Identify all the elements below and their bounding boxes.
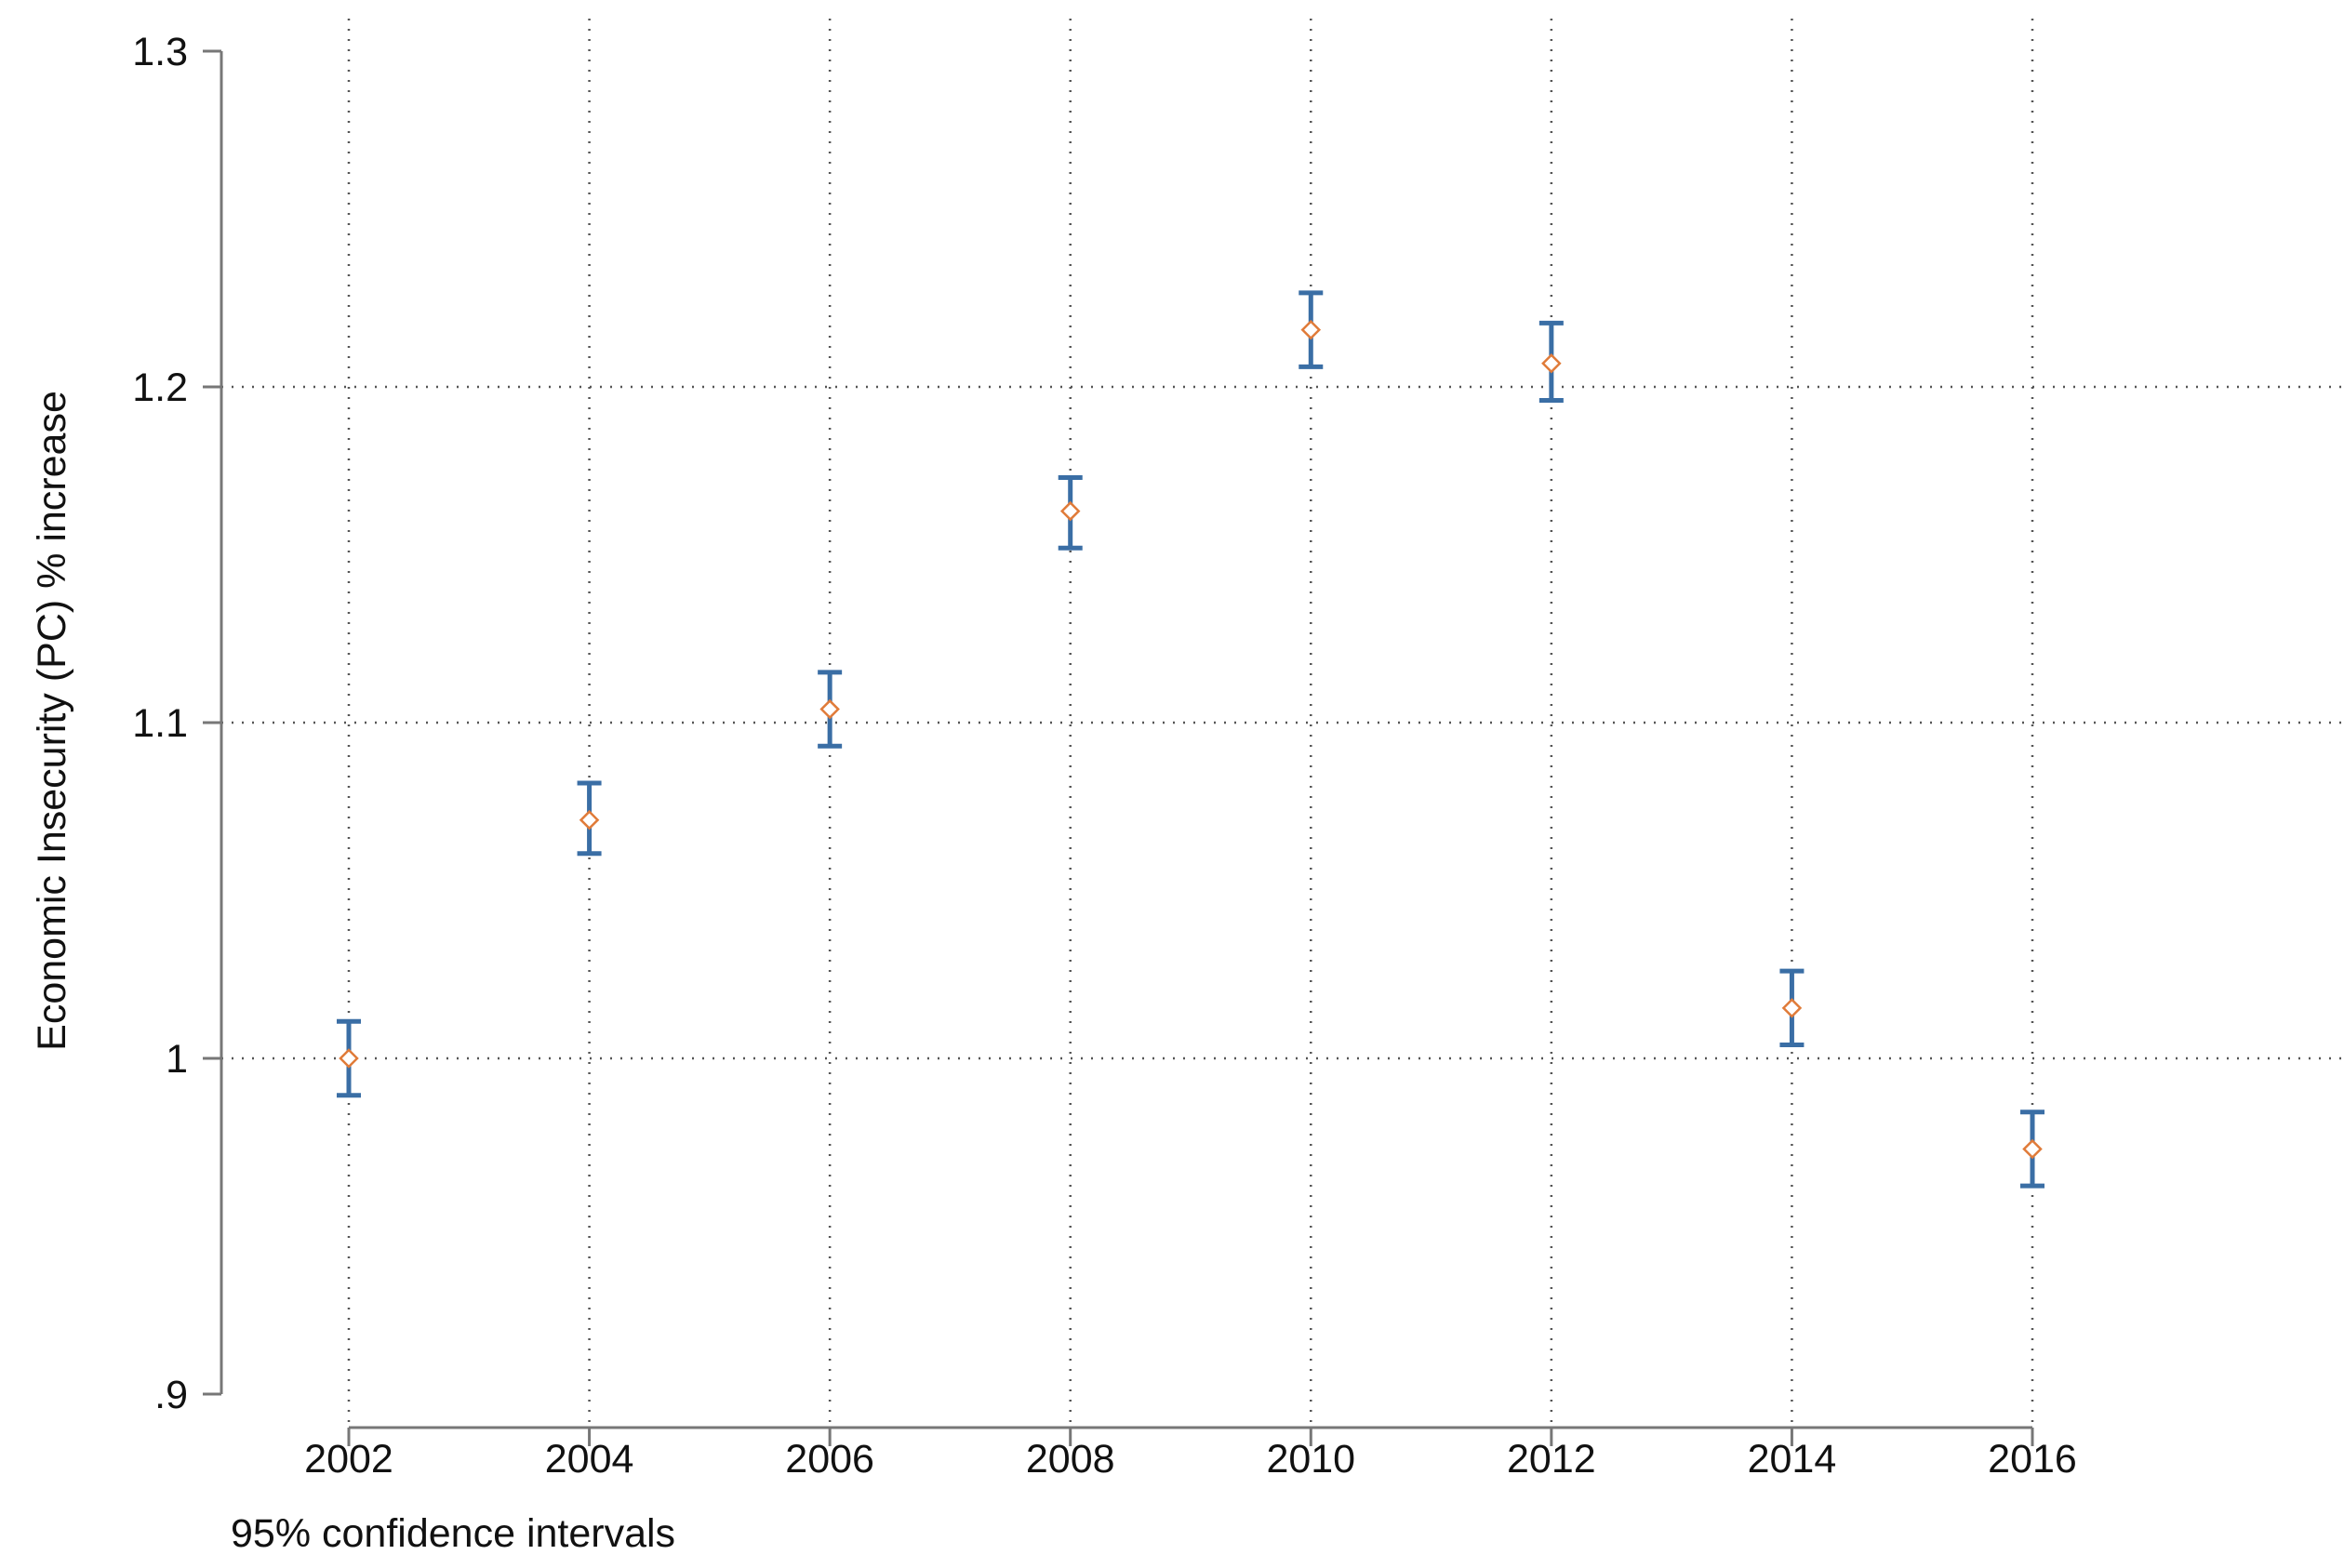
y-tick-label: 1.3 [132,30,188,74]
y-tick-label: 1.1 [132,701,188,746]
point-estimate-marker [1300,319,1322,340]
point-estimate-marker [339,1048,359,1069]
x-tick-label: 2004 [545,1437,634,1482]
point-estimate-marker [579,809,600,831]
point-estimate-marker [2022,1138,2043,1160]
point-estimate-marker [1059,500,1081,522]
x-tick-label: 2006 [785,1437,874,1482]
point-estimate-marker [1781,998,1803,1018]
x-tick-label: 2002 [304,1437,393,1482]
gridlines [221,19,2344,1428]
y-axis-title: Economic Insecurity (PC) % increase [30,391,74,1051]
x-axis-ticks: 2002 2004 2006 2008 2010 2012 2014 2016 [304,1428,2077,1482]
x-tick-label: 2010 [1266,1437,1355,1482]
x-tick-label: 2012 [1507,1437,1596,1482]
point-estimate-marker [1541,352,1562,374]
y-tick-label: 1.2 [132,365,188,410]
y-tick-label: .9 [154,1373,188,1417]
y-axis-ticks: .9 1 1.1 1.2 1.3 [132,30,221,1417]
y-tick-label: 1 [166,1037,188,1082]
x-tick-label: 2016 [1988,1437,2077,1482]
chart-note: 95% confidence intervals [231,1511,675,1556]
point-estimate-marker [819,698,840,720]
x-tick-label: 2008 [1026,1437,1115,1482]
axes [220,51,2032,1429]
x-tick-label: 2014 [1748,1437,1837,1482]
data-points [337,290,2044,1189]
